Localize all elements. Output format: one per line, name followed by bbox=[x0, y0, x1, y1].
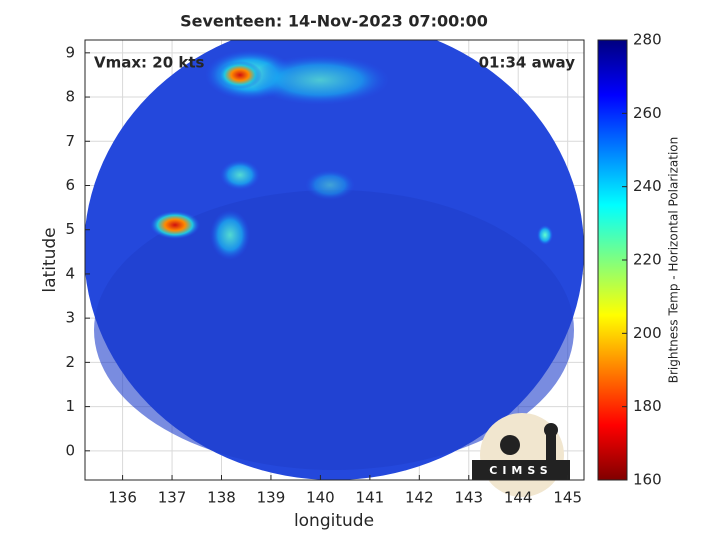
cloud bbox=[220, 160, 260, 190]
y-tick-label: 9 bbox=[65, 43, 75, 61]
colorbar-tick-label: 180 bbox=[633, 397, 662, 415]
y-tick-label: 7 bbox=[65, 132, 75, 150]
swath-shade bbox=[94, 190, 574, 470]
x-tick-label: 145 bbox=[553, 489, 582, 507]
plot-frame bbox=[84, 39, 585, 481]
annotation: Vmax: 20 kts bbox=[94, 54, 204, 72]
swath bbox=[85, 40, 584, 480]
y-tick-label: 8 bbox=[65, 88, 75, 106]
x-axis-label: longitude bbox=[294, 511, 374, 531]
chart-title: Seventeen: 14-Nov-2023 07:00:00 bbox=[180, 12, 488, 31]
x-tick-label: 139 bbox=[257, 489, 286, 507]
y-tick-label: 0 bbox=[65, 441, 75, 459]
x-tick-label: 143 bbox=[454, 489, 483, 507]
y-axis-label: latitude bbox=[40, 227, 60, 292]
x-tick-label: 140 bbox=[306, 489, 335, 507]
colorbar-tick-label: 200 bbox=[633, 324, 662, 342]
colorbar-tick-label: 220 bbox=[633, 251, 662, 269]
y-tick-label: 5 bbox=[65, 220, 75, 238]
x-tick-label: 142 bbox=[405, 489, 434, 507]
y-tick-label: 6 bbox=[65, 176, 75, 194]
x-tick-label: 141 bbox=[356, 489, 385, 507]
colorbar-tick-label: 260 bbox=[633, 104, 662, 122]
colorbar-tick-label: 240 bbox=[633, 177, 662, 195]
cloud bbox=[305, 170, 355, 200]
logo: CIMSS bbox=[472, 413, 570, 497]
cloud bbox=[537, 225, 553, 245]
colorbar-label: Brightness Temp - Horizontal Polarizatio… bbox=[667, 137, 681, 384]
cloud bbox=[210, 210, 250, 260]
logo-text: CIMSS bbox=[489, 464, 552, 477]
cloud bbox=[150, 211, 200, 239]
annotation: 01:34 away bbox=[479, 54, 576, 72]
x-tick-label: 137 bbox=[158, 489, 187, 507]
x-tick-label: 136 bbox=[108, 489, 137, 507]
colorbar-tick-label: 160 bbox=[633, 471, 662, 489]
colorbar-tick-label: 280 bbox=[633, 31, 662, 49]
x-tick-label: 144 bbox=[504, 489, 533, 507]
cloud bbox=[250, 55, 390, 105]
y-tick-label: 4 bbox=[65, 264, 75, 282]
y-tick-label: 2 bbox=[65, 353, 75, 371]
x-tick-label: 138 bbox=[207, 489, 236, 507]
y-tick-label: 1 bbox=[65, 397, 75, 415]
y-tick-label: 3 bbox=[65, 309, 75, 327]
